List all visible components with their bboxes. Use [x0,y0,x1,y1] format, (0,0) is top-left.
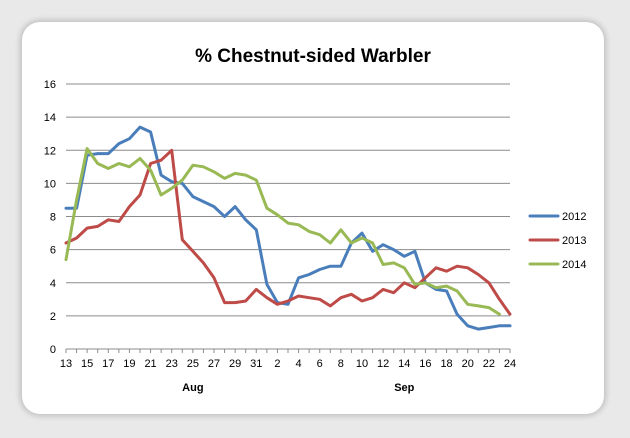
x-tick-label: 4 [296,358,302,370]
legend: 2012 2013 2014 [528,211,586,271]
x-tick-label: 16 [419,358,431,370]
x-tick-label: 25 [187,358,199,370]
legend-label-2013: 2013 [562,235,586,247]
x-axis [65,348,511,353]
x-tick-label: 21 [144,358,156,370]
x-tick-label: 17 [102,358,114,370]
x-tick-label: 10 [356,358,368,370]
x-tick-label: 13 [60,358,72,370]
series-line-2013 [64,148,512,316]
x-tick-label: 24 [504,358,516,370]
y-axis-ticks: 0 2 4 6 8 10 12 14 16 [44,79,56,356]
x-tick-label: 22 [483,358,495,370]
x-tick-label: 19 [123,358,135,370]
x-tick-label: 15 [81,358,93,370]
x-tick-label: 20 [462,358,474,370]
x-tick-label: 2 [274,358,280,370]
x-tick-label: 27 [208,358,220,370]
y-tick-label: 0 [50,344,56,356]
x-tick-label: 29 [229,358,241,370]
x-tick-label: 6 [317,358,323,370]
chart-title: % Chestnut-sided Warbler [195,46,431,67]
y-tick-label: 16 [44,79,56,91]
x-tick-label: 12 [377,358,389,370]
y-tick-label: 8 [50,212,56,224]
gridlines [66,83,510,317]
series-line-2012 [64,125,512,331]
month-label: Sep [394,382,414,394]
series-lines [64,125,512,331]
series-line-2014 [64,147,501,316]
x-tick-label: 23 [166,358,178,370]
y-tick-label: 4 [50,278,56,290]
x-tick-label: 14 [398,358,410,370]
y-tick-label: 6 [50,245,56,257]
legend-label-2014: 2014 [562,259,586,271]
x-tick-label: 18 [440,358,452,370]
x-tick-label: 31 [250,358,262,370]
chart-frame: % Chestnut-sided Warbler 0 2 4 6 8 10 12 14 16 1… [22,22,604,414]
month-label: Aug [182,382,203,394]
y-tick-label: 2 [50,311,56,323]
y-tick-label: 12 [44,145,56,157]
y-tick-label: 14 [44,112,56,124]
x-axis-ticks: 13 15 17 19 21 23 25 27 29 31 2 4 6 8 10 12 14 16 18 20 22 24 [60,358,516,370]
month-labels: Aug Sep [182,382,414,394]
y-tick-label: 10 [44,178,56,190]
legend-label-2012: 2012 [562,211,586,223]
x-tick-label: 8 [338,358,344,370]
